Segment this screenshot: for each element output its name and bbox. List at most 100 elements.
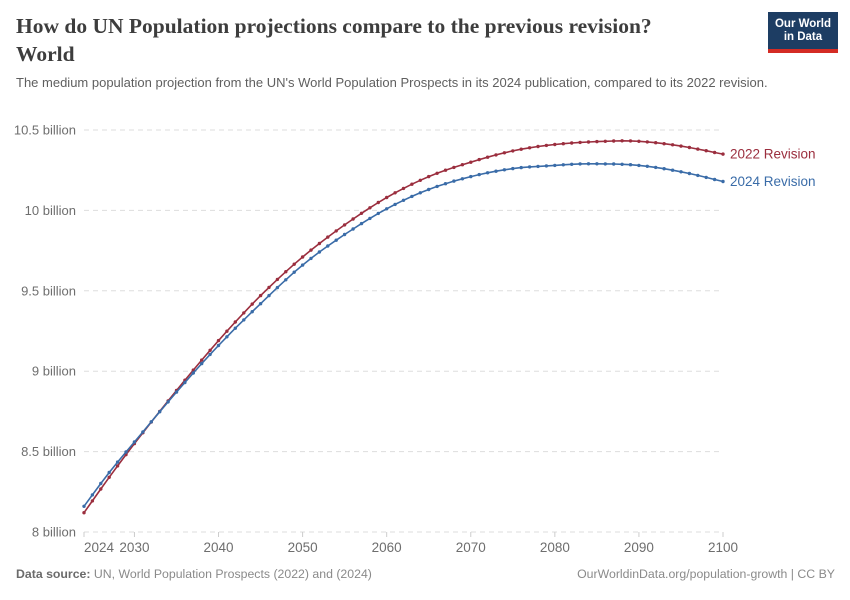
data-point-marker: [208, 352, 212, 357]
data-point-marker: [670, 143, 675, 147]
x-axis-tick-label: 2050: [288, 540, 318, 555]
data-point-marker: [351, 217, 355, 221]
data-point-marker: [628, 163, 633, 167]
data-point-marker: [536, 144, 540, 149]
data-point-marker: [200, 361, 204, 366]
gridlines: 8 billion 8.5 billion 9 billion 9.5 billion…: [14, 123, 723, 540]
data-point-marker: [300, 255, 305, 259]
data-point-marker: [595, 162, 599, 166]
data-point-marker: [292, 262, 296, 266]
data-point-marker: [216, 338, 221, 343]
data-point-marker: [242, 311, 246, 315]
y-axis-tick-label: 10 billion: [25, 203, 76, 218]
data-point-marker: [334, 238, 338, 242]
x-axis-tick-label: 2030: [119, 540, 149, 555]
data-point-marker: [418, 178, 422, 182]
owid-logo[interactable]: Our World in Data: [767, 12, 838, 53]
data-point-marker: [460, 163, 465, 167]
data-point-marker: [124, 450, 128, 454]
data-point-marker: [704, 149, 708, 153]
data-point-marker: [662, 142, 666, 146]
data-point-marker: [401, 186, 406, 191]
data-point-marker: [435, 171, 439, 175]
y-axis-tick-label: 8.5 billion: [21, 444, 76, 459]
data-point-marker: [670, 168, 675, 172]
data-point-marker: [267, 285, 271, 290]
owid-citation-link[interactable]: OurWorldinData.org/population-growth | C…: [577, 567, 835, 581]
data-point-marker: [115, 464, 120, 468]
data-point-marker: [637, 139, 641, 143]
data-point-marker: [662, 167, 666, 171]
data-point-marker: [427, 187, 431, 192]
data-point-marker: [620, 139, 624, 143]
series-label-2022-revision[interactable]: 2022 Revision: [730, 147, 816, 162]
data-point-marker: [620, 162, 624, 166]
data-point-marker: [258, 293, 263, 298]
data-point-marker: [485, 155, 490, 159]
data-point-marker: [90, 499, 95, 503]
data-point-marker: [494, 169, 498, 173]
data-point-marker: [317, 250, 322, 254]
data-point-marker: [242, 318, 246, 322]
data-point-marker: [721, 152, 725, 156]
owid-logo-line2: in Data: [783, 31, 823, 43]
data-point-marker: [275, 277, 280, 282]
data-point-marker: [687, 145, 692, 150]
data-point-marker: [208, 348, 212, 352]
data-point-marker: [603, 162, 607, 166]
series-line-2022-revision[interactable]: [83, 139, 724, 514]
data-point-marker: [544, 143, 549, 148]
x-axis-tick-label: 2060: [372, 540, 402, 555]
data-point-marker: [696, 173, 700, 178]
data-point-marker: [637, 163, 641, 168]
data-point-marker: [679, 144, 683, 148]
data-point-marker: [477, 157, 481, 162]
data-point-marker: [553, 163, 557, 168]
data-point-marker: [351, 227, 355, 231]
data-point-marker: [494, 153, 498, 157]
data-point-marker: [183, 380, 187, 385]
data-point-marker: [502, 168, 507, 172]
data-point-marker: [561, 163, 565, 167]
data-point-marker: [82, 504, 86, 508]
data-point-marker: [317, 241, 322, 246]
data-point-marker: [393, 202, 397, 207]
data-point-marker: [300, 263, 305, 267]
data-point-marker: [326, 235, 330, 239]
data-point-marker: [99, 481, 103, 486]
data-point-marker: [696, 147, 700, 151]
data-point-marker: [216, 343, 221, 348]
data-point-marker: [158, 410, 162, 414]
data-point-marker: [435, 184, 439, 189]
data-point-marker: [334, 229, 338, 233]
data-point-marker: [527, 165, 532, 169]
data-point-marker: [645, 140, 649, 144]
data-point-marker: [654, 165, 658, 170]
data-point-marker: [309, 256, 313, 261]
series-label-2024-revision[interactable]: 2024 Revision: [730, 174, 816, 189]
data-point-marker: [469, 160, 473, 164]
x-axis-tick-label: 2080: [540, 540, 570, 555]
data-point-marker: [258, 302, 263, 306]
chart-footer: Data source: UN, World Population Prospe…: [16, 567, 835, 581]
chart-title: How do UN Population projections compare…: [16, 12, 756, 68]
data-point-marker: [460, 177, 465, 181]
data-point-marker: [359, 211, 364, 215]
series-2024-revision[interactable]: 2024 Revision: [82, 162, 816, 508]
data-point-marker: [595, 139, 599, 144]
y-axis-tick-label: 10.5 billion: [14, 123, 76, 138]
data-point-marker: [712, 150, 717, 155]
data-point-marker: [712, 177, 717, 182]
data-point-marker: [149, 420, 153, 424]
data-point-marker: [704, 175, 708, 180]
data-point-marker: [427, 174, 431, 179]
series-line-2024-revision[interactable]: [83, 163, 724, 507]
data-point-marker: [368, 206, 372, 210]
series-2022-revision[interactable]: 2022 Revision: [82, 139, 816, 515]
data-point-marker: [586, 140, 591, 144]
data-point-marker: [309, 248, 313, 252]
data-point-marker: [225, 329, 229, 333]
data-point-marker: [200, 358, 204, 362]
data-point-marker: [570, 141, 574, 145]
